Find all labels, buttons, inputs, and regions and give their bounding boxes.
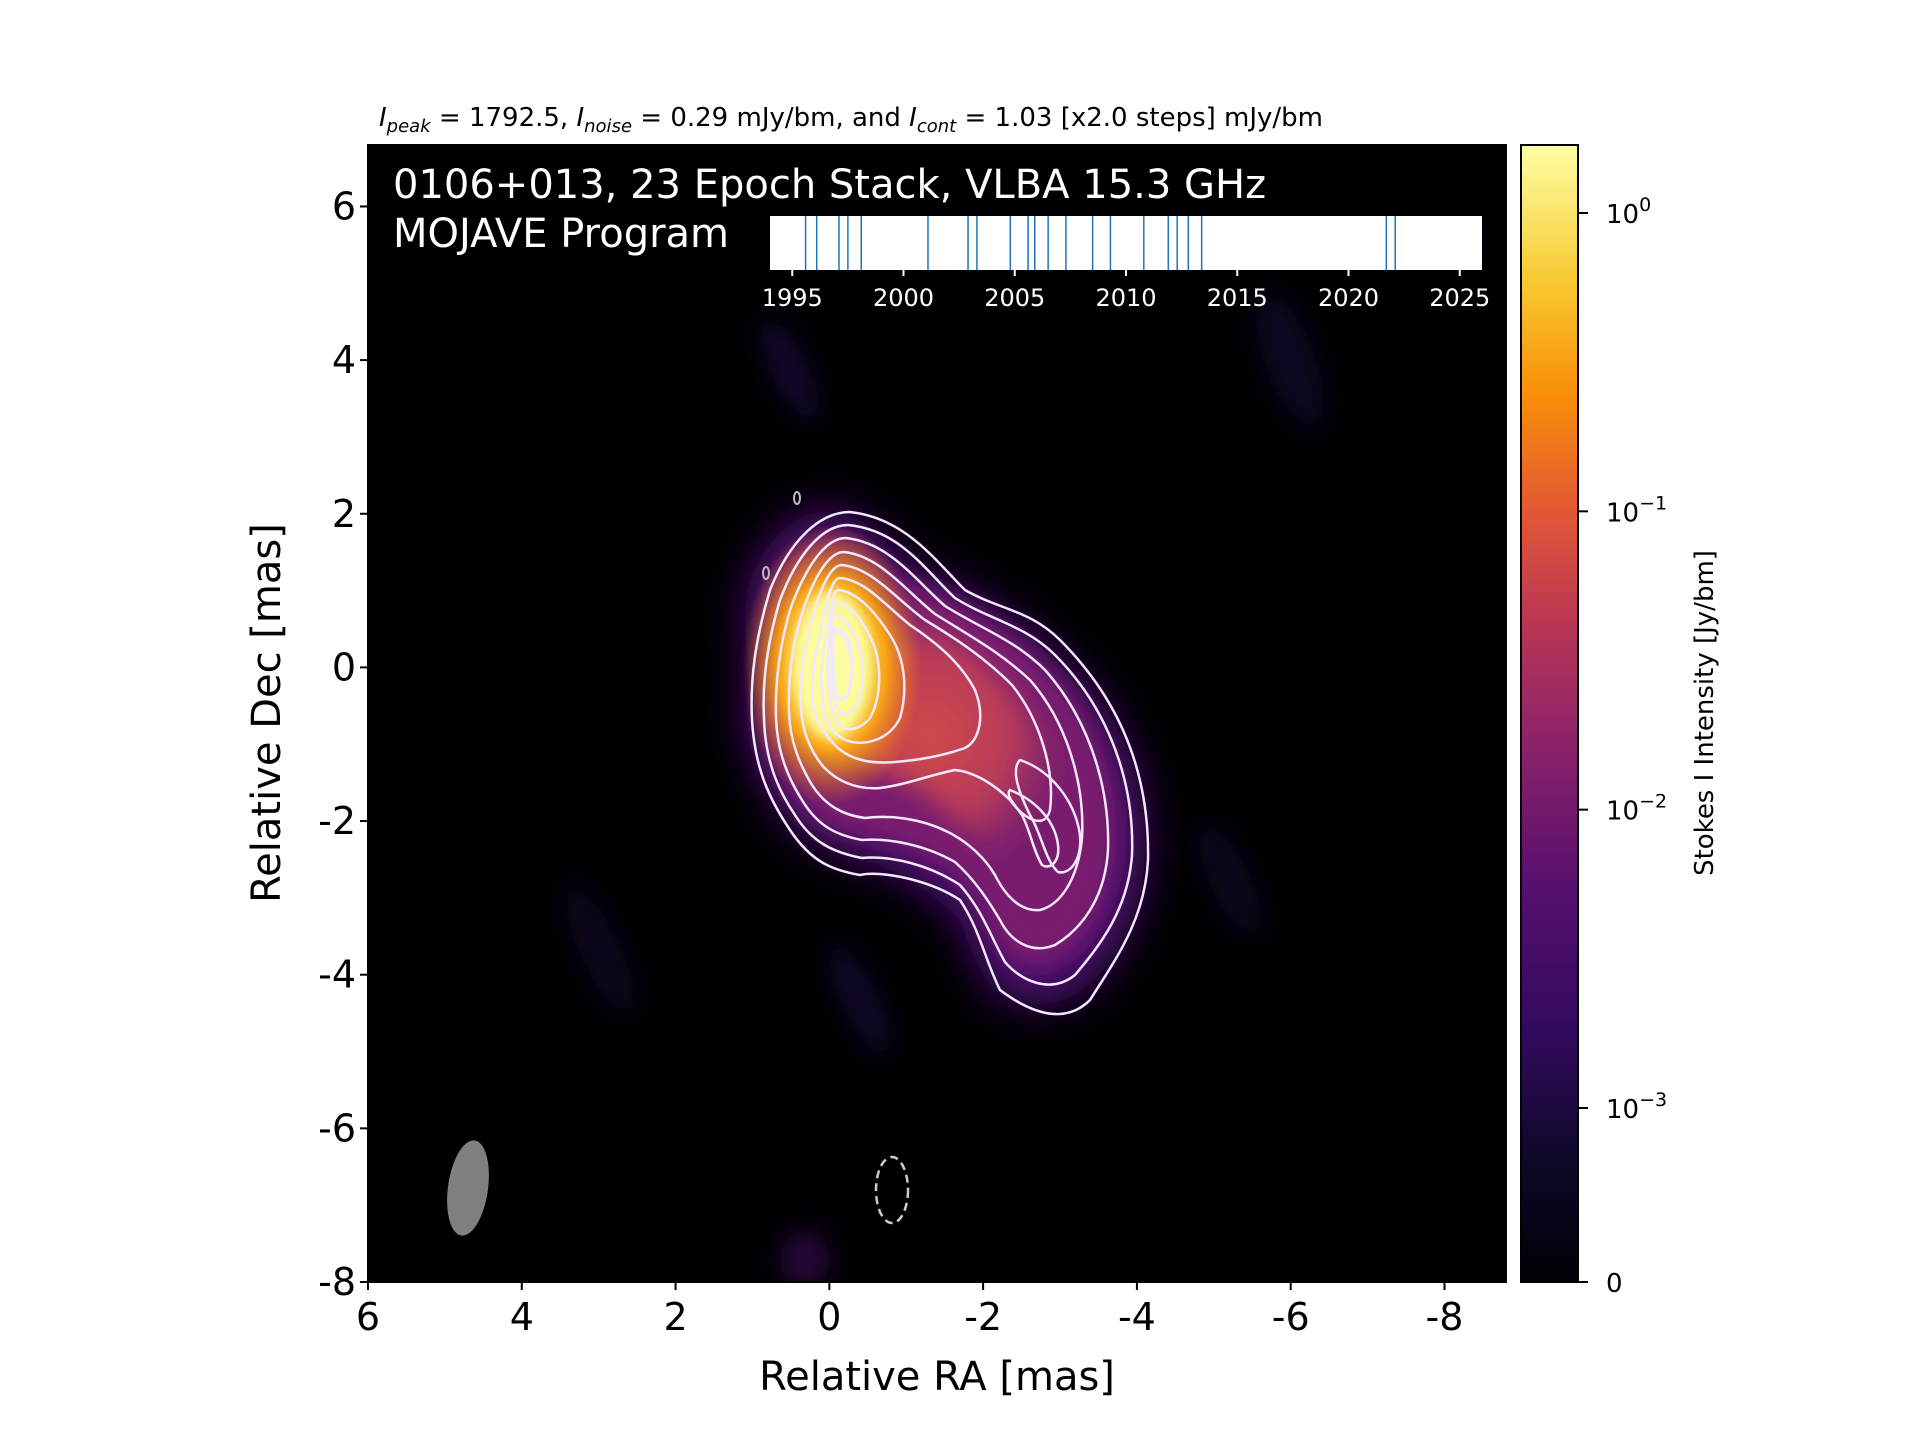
x-tick-label: 6 [356,1295,380,1339]
y-tick-label: -8 [318,1260,356,1304]
y-tick-label: 6 [332,184,356,228]
noise-contour [793,491,801,505]
colorbar-tick-label: 10−1 [1606,492,1667,528]
noise-contour [762,566,770,580]
intensity-contours [750,510,1150,1016]
colorbar-tick-label: 100 [1606,194,1651,230]
overlay-subtitle: MOJAVE Program [393,211,729,257]
x-tick-label: -6 [1272,1295,1310,1339]
colorbar-tick-label: 10−3 [1606,1089,1667,1125]
y-tick-label: 4 [332,338,356,382]
plot-area: 0106+013, 23 Epoch Stack, VLBA 15.3 GHz … [367,144,1507,1283]
colorbar-gradient [1520,144,1579,1283]
colorbar-tick-label: 10−2 [1606,791,1667,827]
x-axis-label: Relative RA [mas] [759,1354,1115,1400]
x-tick-label: 4 [510,1295,534,1339]
y-tick-label: 0 [332,645,356,689]
timeline-tick-label: 2005 [984,284,1045,312]
colorbar: 0 10−3 10−2 10−1 100 Stokes I Intensity [Jy/… [1520,144,1720,1299]
timeline-tick-label: 1995 [762,284,823,312]
x-tick-label: 0 [817,1295,841,1339]
y-tick-label: -6 [318,1106,356,1150]
y-tick-label: 2 [332,492,356,536]
y-tick-label: -2 [318,799,356,843]
y-tick-label: -4 [318,953,356,997]
timeline-box [770,216,1482,270]
x-tick-label: 2 [663,1295,687,1339]
timeline-tick-label: 2025 [1429,284,1490,312]
timeline-tick-label: 2000 [873,284,934,312]
y-axis: 6 4 2 0 -2 -4 -6 -8 [318,184,368,1304]
overlay-title: 0106+013, 23 Epoch Stack, VLBA 15.3 GHz [393,162,1266,208]
timeline-tick-label: 2015 [1207,284,1268,312]
epoch-timeline: 1995 2000 2005 2010 2015 2020 2025 [762,216,1490,312]
timeline-tick-label: 2010 [1095,284,1156,312]
header-stats: Ipeak = 1792.5, Inoise = 0.29 mJy/bm, an… [379,103,1323,137]
timeline-tick-label: 2020 [1318,284,1379,312]
colorbar-ticks: 0 10−3 10−2 10−1 100 [1578,194,1667,1299]
y-axis-label: Relative Dec [mas] [244,523,290,903]
dashed-ellipse [874,1155,910,1225]
x-tick-label: -8 [1426,1295,1464,1339]
beam-ellipse [447,1140,489,1236]
x-tick-label: -4 [1118,1295,1156,1339]
colorbar-label: Stokes I Intensity [Jy/bm] [1690,550,1720,876]
plot-frame [367,144,1507,1283]
colorbar-tick-label: 0 [1606,1269,1623,1299]
x-tick-label: -2 [964,1295,1002,1339]
x-axis: 6 4 2 0 -2 -4 -6 -8 [356,1282,1464,1339]
